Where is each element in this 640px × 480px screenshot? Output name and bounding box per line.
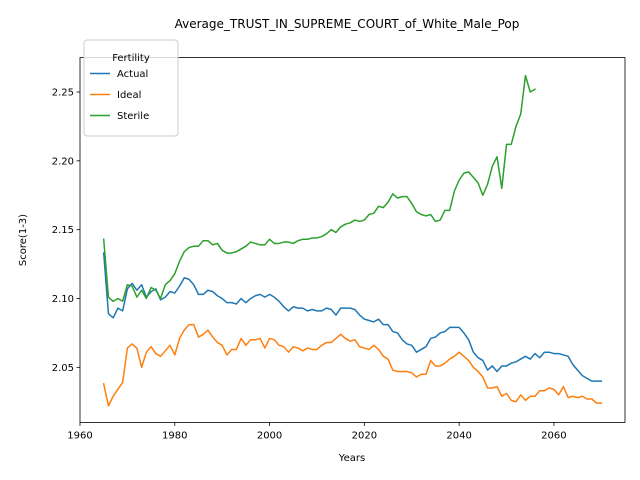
series-lines bbox=[102, 74, 603, 407]
legend-entries: Actual Ideal Sterile bbox=[90, 69, 149, 122]
series-line-sterile bbox=[102, 74, 536, 303]
legend: Fertility Actual Ideal Sterile bbox=[83, 39, 179, 137]
plot-area-frame bbox=[79, 57, 626, 423]
series-line-ideal bbox=[102, 323, 603, 407]
x-tick-label: 2040 bbox=[446, 430, 471, 441]
legend-label-ideal: Ideal bbox=[117, 90, 141, 101]
legend-label-actual: Actual bbox=[117, 69, 148, 80]
x-axis: 1960 1980 2000 2020 2040 2060 bbox=[67, 422, 567, 441]
y-tick-label: 2.15 bbox=[52, 225, 74, 236]
x-tick-label: 2060 bbox=[541, 430, 566, 441]
x-tick-label: 1980 bbox=[162, 430, 187, 441]
legend-label-sterile: Sterile bbox=[117, 111, 149, 122]
chart-title: Average_TRUST_IN_SUPREME_COURT_of_White_… bbox=[175, 17, 520, 31]
x-tick-label: 2000 bbox=[257, 430, 282, 441]
x-tick-label: 1960 bbox=[67, 430, 92, 441]
y-tick-label: 2.10 bbox=[52, 294, 74, 305]
legend-box bbox=[83, 39, 179, 137]
legend-title: Fertility bbox=[112, 53, 150, 64]
y-axis-label: Score(1-3) bbox=[18, 214, 29, 266]
y-tick-label: 2.25 bbox=[52, 88, 74, 99]
x-tick-label: 2020 bbox=[352, 430, 377, 441]
series-line-actual bbox=[102, 252, 603, 382]
x-axis-label: Years bbox=[338, 453, 365, 464]
y-tick-label: 2.20 bbox=[52, 156, 74, 167]
y-tick-label: 2.05 bbox=[52, 363, 74, 374]
y-axis: 2.05 2.10 2.15 2.20 2.25 bbox=[52, 88, 80, 374]
